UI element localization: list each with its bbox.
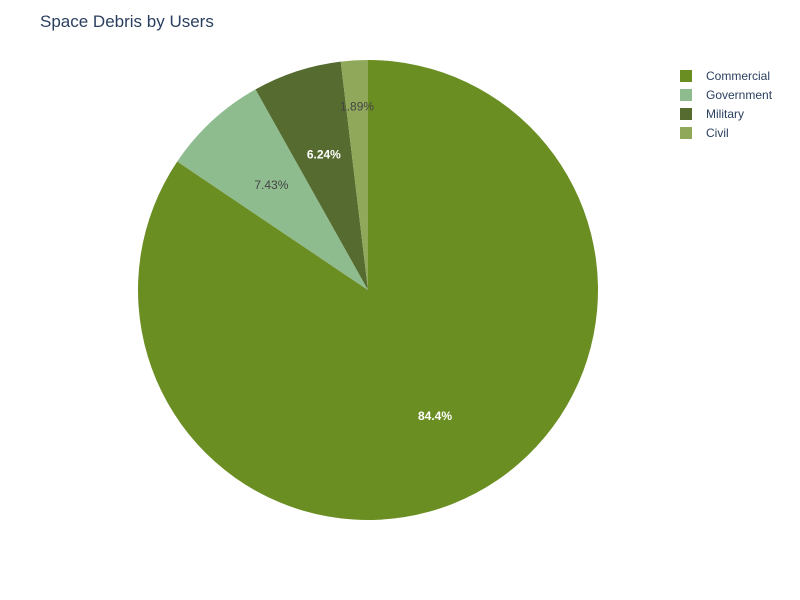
legend: Commercial Government Military Civil — [680, 66, 772, 142]
legend-item-commercial[interactable]: Commercial — [680, 66, 772, 85]
slice-label-government: 7.43% — [254, 178, 288, 192]
legend-swatch — [680, 69, 692, 82]
slice-label-civil: 1.89% — [340, 99, 374, 113]
slice-label-commercial: 84.4% — [418, 409, 452, 423]
pie-slice-government[interactable] — [177, 89, 368, 291]
pie-slice-civil[interactable] — [340, 60, 368, 290]
chart-title: Space Debris by Users — [40, 12, 214, 31]
legend-label: Government — [706, 87, 773, 102]
legend-label: Commercial — [706, 68, 771, 83]
pie-slice-military[interactable] — [255, 61, 368, 291]
legend-swatch — [680, 126, 692, 139]
legend-label: Military — [706, 106, 744, 121]
legend-swatch — [680, 88, 692, 101]
legend-item-civil[interactable]: Civil — [680, 123, 772, 142]
slice-label-military: 6.24% — [307, 147, 341, 161]
legend-item-military[interactable]: Military — [680, 104, 772, 123]
legend-item-government[interactable]: Government — [680, 85, 772, 104]
legend-label: Civil — [706, 125, 729, 140]
legend-swatch — [680, 107, 692, 120]
